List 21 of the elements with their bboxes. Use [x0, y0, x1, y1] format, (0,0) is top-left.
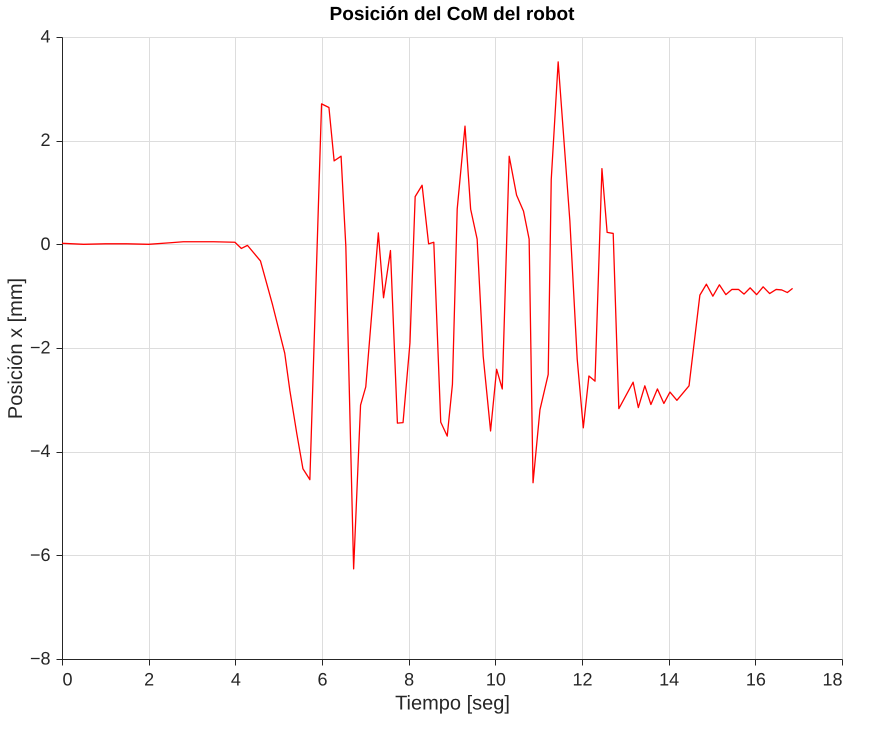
- x-tick-label: 18: [822, 670, 842, 690]
- y-tick-label: −8: [30, 648, 50, 668]
- x-tick-label: 0: [62, 670, 73, 690]
- x-tick-label: 16: [746, 670, 766, 690]
- y-tick-label: 0: [40, 234, 50, 254]
- x-tick-label: 6: [317, 670, 328, 690]
- y-tick-label: −2: [30, 338, 50, 358]
- x-tick-label: 4: [230, 670, 241, 690]
- line-series: [61, 61, 794, 570]
- y-tick-label: −6: [30, 544, 50, 565]
- x-axis-title: Tiempo [seg]: [395, 692, 510, 714]
- y-tick-label: 4: [40, 26, 50, 46]
- y-axis-title: Posición x [mm]: [4, 278, 27, 420]
- chart-title: Posición del CoM del robot: [330, 4, 576, 25]
- y-tick-label: −4: [30, 441, 50, 462]
- x-tick-label: 12: [572, 670, 593, 690]
- y-tick-label: 2: [40, 130, 50, 150]
- x-tick-label: 14: [659, 670, 680, 690]
- x-tick-label: 2: [144, 670, 154, 690]
- x-tick-label: 8: [404, 670, 414, 690]
- x-tick-label: 10: [486, 670, 506, 690]
